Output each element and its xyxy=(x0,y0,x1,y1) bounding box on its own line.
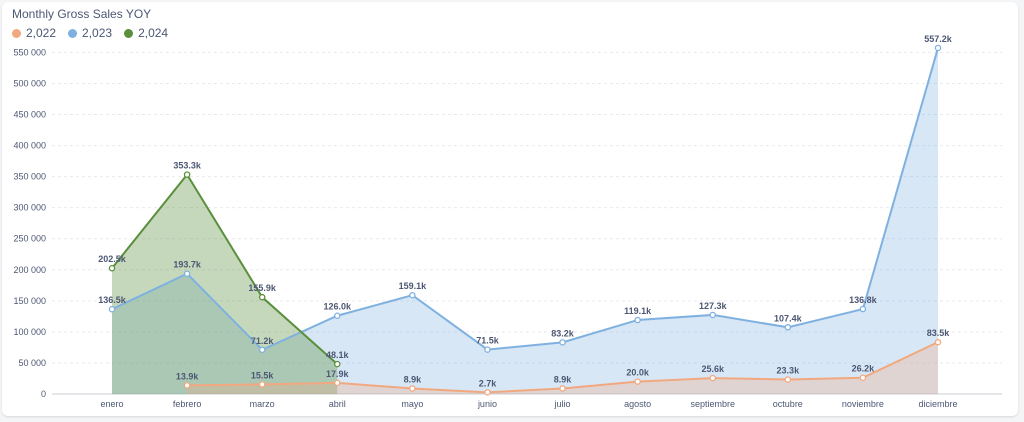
data-label: 8.9k xyxy=(404,374,423,384)
data-point xyxy=(634,378,641,385)
data-label: 17.9k xyxy=(326,369,350,379)
data-point xyxy=(183,270,191,277)
x-tick-label: diciembre xyxy=(918,399,957,409)
x-tick-label: noviembre xyxy=(842,399,884,409)
legend-item-2024[interactable]: 2,024 xyxy=(124,26,168,40)
y-tick-label: 100 000 xyxy=(13,327,46,337)
y-tick-label: 0 xyxy=(41,389,46,399)
x-tick-label: junio xyxy=(477,399,497,409)
data-point xyxy=(183,382,191,389)
data-label: 26.2k xyxy=(852,364,876,374)
data-point xyxy=(709,374,716,382)
data-label: 127.3k xyxy=(699,301,728,311)
x-tick-label: febrero xyxy=(173,399,202,409)
data-point xyxy=(484,389,491,396)
y-tick-label: 50 000 xyxy=(18,358,46,368)
chart-legend: 2,022 2,023 2,024 xyxy=(12,26,168,40)
data-point xyxy=(934,44,942,52)
legend-item-2023[interactable]: 2,023 xyxy=(68,26,112,40)
y-tick-label: 450 000 xyxy=(13,110,46,120)
data-point xyxy=(409,385,416,392)
data-label: 2.7k xyxy=(479,378,498,388)
legend-label-2022: 2,022 xyxy=(26,26,57,40)
data-point xyxy=(334,312,341,319)
data-label: 119.1k xyxy=(624,306,652,316)
x-tick-label: julio xyxy=(554,399,571,409)
data-label: 20.0k xyxy=(626,368,650,378)
data-point xyxy=(784,376,792,383)
series-line xyxy=(111,172,338,365)
legend-dot-2023 xyxy=(68,28,78,38)
data-label: 107.4k xyxy=(774,313,803,323)
y-tick-label: 300 000 xyxy=(13,203,46,213)
data-label: 202.5k xyxy=(98,254,127,264)
series-area xyxy=(112,47,938,395)
data-label: 193.7k xyxy=(173,260,202,270)
data-label: 15.5k xyxy=(251,370,275,380)
legend-label-2024: 2,024 xyxy=(138,26,169,40)
data-label: 25.6k xyxy=(701,364,725,374)
y-tick-label: 250 000 xyxy=(13,234,46,244)
data-point xyxy=(784,324,792,331)
data-label: 23.3k xyxy=(777,366,801,376)
data-label: 126.0k xyxy=(324,302,353,312)
legend-dot-2024 xyxy=(124,28,134,38)
legend-dot-2022 xyxy=(12,28,21,38)
data-point xyxy=(258,381,266,388)
x-tick-label: agosto xyxy=(624,399,651,409)
data-point xyxy=(108,264,116,272)
chart-title: Monthly Gross Sales YOY xyxy=(12,7,152,21)
y-tick-label: 350 000 xyxy=(13,172,46,182)
series-area xyxy=(187,342,938,394)
data-point xyxy=(634,316,641,324)
data-label: 136.8k xyxy=(849,295,878,305)
data-label: 8.9k xyxy=(554,374,573,384)
y-tick-label: 200 000 xyxy=(13,265,46,275)
data-label: 155.9k xyxy=(248,283,277,293)
data-point xyxy=(334,379,341,387)
data-point xyxy=(934,338,942,346)
x-tick-label: mayo xyxy=(401,399,423,409)
series-area xyxy=(112,174,338,394)
x-tick-label: abril xyxy=(329,399,346,409)
data-point xyxy=(258,346,266,354)
data-label: 48.1k xyxy=(326,350,350,360)
y-tick-label: 150 000 xyxy=(13,296,46,306)
data-label: 83.2k xyxy=(551,328,575,338)
data-point xyxy=(559,339,566,346)
data-point xyxy=(409,291,416,299)
x-tick-label: enero xyxy=(100,399,123,409)
data-label: 557.2k xyxy=(924,34,953,44)
data-label: 13.9k xyxy=(176,371,200,381)
data-point xyxy=(559,385,566,392)
data-point xyxy=(859,305,867,313)
data-label: 83.5k xyxy=(927,328,951,338)
data-point xyxy=(183,171,191,178)
data-point xyxy=(108,305,116,313)
data-label: 353.3k xyxy=(173,161,202,171)
data-label: 159.1k xyxy=(399,281,428,291)
data-label: 136.5k xyxy=(98,295,127,305)
data-label: 71.5k xyxy=(476,336,500,346)
data-point xyxy=(258,293,266,301)
data-point xyxy=(709,311,716,319)
x-tick-label: marzo xyxy=(250,399,275,409)
data-point xyxy=(859,374,867,381)
legend-label-2023: 2,023 xyxy=(82,26,113,40)
series-line xyxy=(111,47,939,351)
x-tick-label: octubre xyxy=(773,399,803,409)
y-tick-label: 550 000 xyxy=(13,47,46,57)
data-label: 71.2k xyxy=(251,336,275,346)
data-point xyxy=(334,360,341,368)
y-tick-label: 400 000 xyxy=(13,141,46,151)
legend-item-2022[interactable]: 2,022 xyxy=(12,26,56,40)
x-tick-label: septiembre xyxy=(690,399,735,409)
data-point xyxy=(484,346,491,353)
y-tick-label: 500 000 xyxy=(13,78,46,88)
